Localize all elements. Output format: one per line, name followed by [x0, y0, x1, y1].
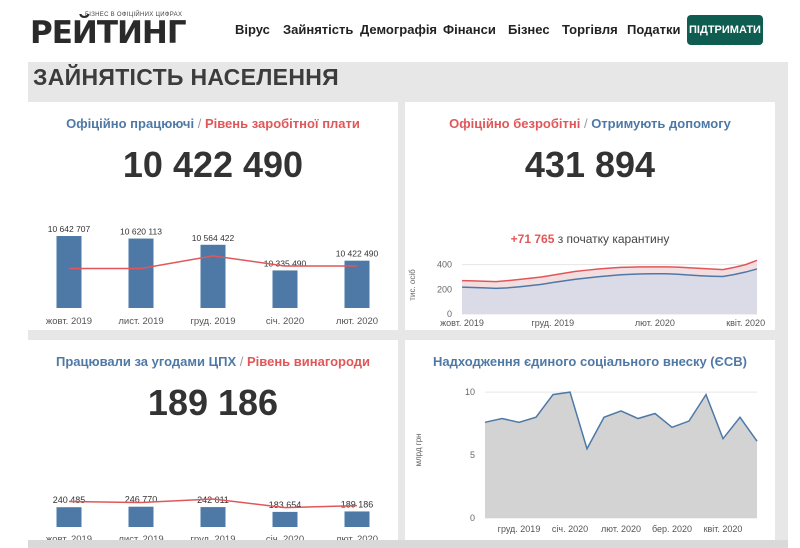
unemployed-big-number: 431 894: [524, 144, 656, 185]
delta-value: +71 765: [510, 232, 555, 246]
x-tick-label: лют. 2020: [336, 534, 378, 545]
series-line: [461, 259, 758, 283]
page-title: ЗАЙНЯТІСТЬ НАСЕЛЕННЯ: [33, 64, 339, 90]
x-tick-label: січ. 2020: [552, 524, 588, 534]
x-tick-label: лют. 2020: [601, 524, 641, 534]
quarantine-delta: +71 765 з початку карантину: [405, 232, 775, 246]
gph-big-number: 189 186: [147, 382, 279, 423]
wage-line: [69, 255, 357, 270]
bar-value-label: 189 186: [341, 499, 374, 509]
bar: [344, 511, 370, 527]
x-tick-label: січ. 2020: [266, 534, 304, 545]
x-tick-label: жовт. 2019: [46, 534, 92, 545]
title-separator: /: [197, 116, 202, 131]
nav-item-finance[interactable]: Фінанси: [443, 22, 496, 37]
card-gph-title: Працювали за угодами ЦПХ / Рівень винаго…: [28, 354, 398, 369]
delta-suffix: з початку карантину: [557, 232, 670, 246]
area-fill: [485, 392, 757, 518]
title-separator: /: [239, 354, 244, 369]
employed-bar-chart: 10 642 707 жовт. 2019 10 620 113 лист. 2019…: [46, 224, 379, 327]
esv-title-label: Надходження єдиного соціального внеску (…: [433, 354, 747, 369]
bar: [128, 506, 154, 527]
bar-value-label: 242 011: [197, 495, 229, 505]
x-tick-label: лист. 2019: [118, 534, 163, 545]
bar-value-label: 10 564 422: [192, 233, 235, 243]
card-unemployed-title: Офіційно безробітні / Отримують допомогу: [405, 116, 775, 131]
x-tick-label: груд. 2019: [190, 534, 235, 545]
x-tick-label: лист. 2019: [118, 316, 163, 327]
employed-big-number: 10 422 490: [122, 144, 304, 185]
y-tick-label: 10: [465, 387, 475, 397]
nav-item-virus[interactable]: Вірус: [235, 22, 270, 37]
benefit-title-label: Отримують допомогу: [591, 116, 731, 131]
nav-item-taxes[interactable]: Податки: [627, 22, 681, 37]
area-fill: [462, 268, 757, 314]
y-tick-label: 0: [447, 309, 452, 319]
bar: [272, 270, 298, 308]
wage-line: [68, 498, 358, 509]
y-axis-label: млрд грн: [414, 433, 423, 466]
card-esv-title: Надходження єдиного соціального внеску (…: [405, 354, 775, 369]
bar-value-label: 10 620 113: [120, 227, 162, 237]
bar: [200, 244, 226, 308]
gph-title-label: Працювали за угодами ЦПХ: [56, 354, 237, 369]
y-tick-label: 5: [470, 450, 475, 460]
bar: [272, 511, 298, 527]
dashboard: ЗАЙНЯТІСТЬ НАСЕЛЕННЯ Офіційно працюючі /…: [28, 62, 788, 548]
x-tick-label: жовт. 2019: [440, 318, 484, 328]
salary-title-label: Рівень заробітної плати: [204, 116, 360, 131]
bar: [128, 238, 154, 308]
x-tick-label: квіт. 2020: [704, 524, 743, 534]
bar-value-label: 183 654: [269, 500, 302, 510]
x-tick-label: лют. 2020: [635, 318, 675, 328]
nav-item-trade[interactable]: Торгівля: [562, 22, 618, 37]
logo-tagline: БІЗНЕС В ОФІЦІЙНИХ ЦИФРАХ: [85, 12, 183, 18]
bar: [56, 507, 82, 527]
logo-wordmark: РЕЙТИНГ: [30, 15, 187, 51]
series-line: [461, 268, 758, 290]
bar: [344, 260, 370, 308]
esv-area-chart: 0 5 10 млрд грн груд. 2019 січ. 2020 лют. 2020…: [414, 387, 758, 534]
card-gph: Працювали за угодами ЦПХ / Рівень винаго…: [28, 340, 398, 548]
x-tick-label: груд. 2019: [531, 318, 574, 328]
x-tick-label: квіт. 2020: [726, 318, 765, 328]
bar-value-label: 10 335 490: [264, 258, 307, 268]
nav-item-employment[interactable]: Зайнятість: [283, 22, 354, 37]
bar-value-label: 240 485: [53, 495, 86, 505]
bar-value-label: 246 770: [125, 495, 158, 505]
site-logo[interactable]: БІЗНЕС В ОФІЦІЙНИХ ЦИФРАХ РЕЙТИНГ: [30, 10, 187, 54]
x-tick-label: бер. 2020: [652, 524, 692, 534]
y-tick-label: 0: [470, 513, 475, 523]
card-employed-title: Офіційно працюючі / Рівень заробітної пл…: [28, 116, 398, 131]
x-tick-label: жовт. 2019: [46, 316, 92, 327]
bar: [56, 236, 82, 308]
support-button[interactable]: ПІДТРИМАТИ: [687, 15, 763, 45]
x-tick-label: груд. 2019: [190, 316, 235, 327]
reward-title-label: Рівень винагороди: [246, 354, 370, 369]
unemployed-title-label: Офіційно безробітні: [449, 116, 581, 131]
site-header: БІЗНЕС В ОФІЦІЙНИХ ЦИФРАХ РЕЙТИНГ Вірус …: [0, 0, 800, 62]
y-axis-label: тис. осіб: [408, 269, 417, 301]
x-tick-label: січ. 2020: [266, 316, 304, 327]
bar-value-label: 10 422 490: [336, 249, 379, 259]
bar-value-label: 10 642 707: [48, 224, 91, 234]
nav-item-demography[interactable]: Демографія: [360, 22, 438, 37]
x-tick-label: груд. 2019: [498, 524, 541, 534]
card-unemployed: Офіційно безробітні / Отримують допомогу…: [405, 102, 775, 330]
y-tick-label: 200: [437, 284, 452, 294]
footer-strip: [28, 540, 788, 548]
employed-title-label: Офіційно працюючі: [66, 116, 195, 131]
series-line: [484, 391, 758, 451]
unemployed-area-chart: 0 200 400 тис. осіб жовт. 2019 груд. 2019 лют.…: [408, 259, 765, 328]
y-tick-label: 400: [437, 260, 452, 270]
bar: [200, 507, 226, 527]
gph-bar-chart: 240 485 жовт. 2019 246 770 лист. 2019 242 01…: [46, 495, 378, 545]
card-esv: Надходження єдиного соціального внеску (…: [405, 340, 775, 548]
card-employed: Офіційно працюючі / Рівень заробітної пл…: [28, 102, 398, 330]
x-tick-label: лют. 2020: [336, 316, 378, 327]
title-separator: /: [583, 116, 588, 131]
nav-item-business[interactable]: Бізнес: [508, 22, 550, 37]
